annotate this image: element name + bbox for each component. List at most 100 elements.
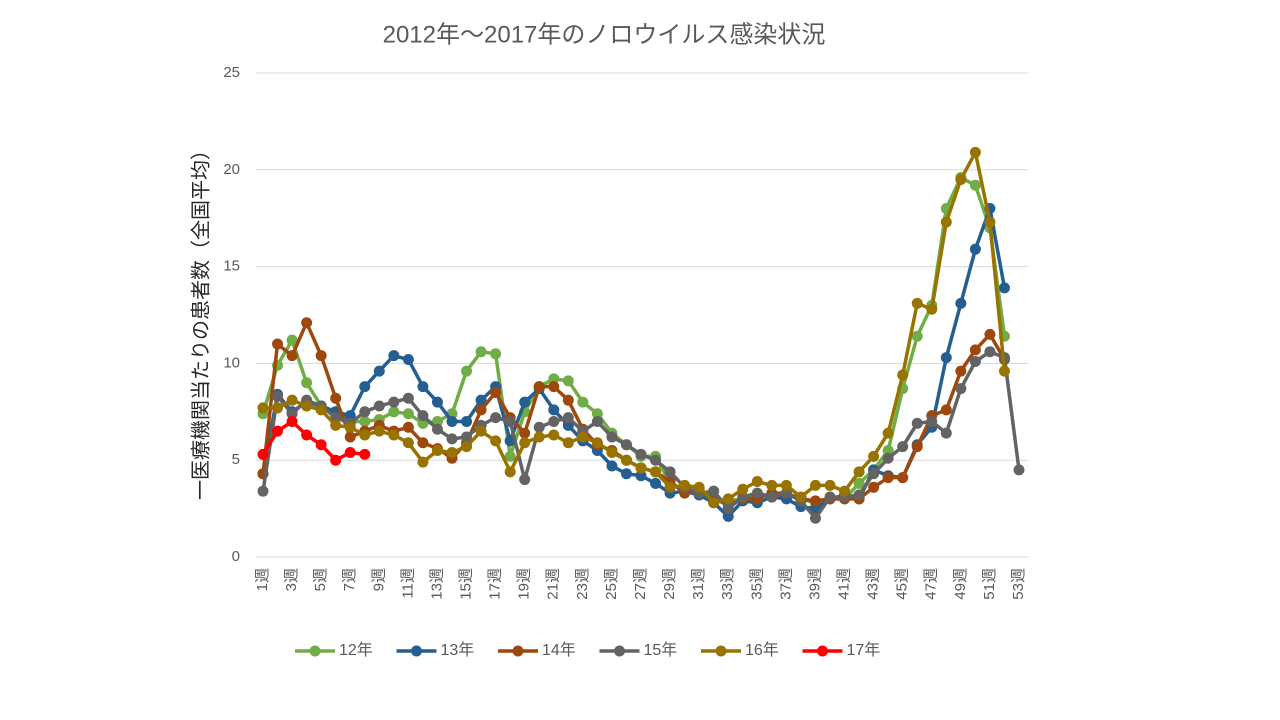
x-tick-label: 43週	[865, 568, 882, 600]
data-point	[490, 386, 502, 398]
legend-marker	[512, 645, 524, 657]
data-point	[373, 425, 385, 437]
data-point	[475, 425, 487, 437]
data-point	[446, 433, 458, 445]
data-point	[562, 419, 574, 431]
x-tick-label: 51週	[981, 568, 998, 600]
data-point	[475, 346, 487, 358]
data-point	[577, 431, 589, 443]
x-tick-label: 47週	[923, 568, 940, 600]
data-point	[839, 485, 851, 497]
data-point	[620, 454, 632, 466]
data-point	[402, 437, 414, 449]
data-point	[388, 406, 400, 418]
data-point	[446, 446, 458, 458]
data-point	[911, 441, 923, 453]
data-point	[940, 404, 952, 416]
data-point	[562, 394, 574, 406]
data-point	[286, 394, 298, 406]
data-point	[853, 466, 865, 478]
data-point	[286, 334, 298, 346]
x-tick-label: 23週	[574, 568, 591, 600]
x-tick-label: 11週	[399, 568, 416, 599]
series	[257, 172, 1010, 509]
data-point	[344, 431, 356, 443]
data-point	[344, 410, 356, 422]
data-point	[461, 365, 473, 377]
data-point	[257, 448, 269, 460]
x-tick-label: 7週	[341, 568, 358, 591]
data-point	[984, 216, 996, 228]
legend-label: 14年	[542, 641, 576, 659]
x-tick-label: 29週	[661, 568, 678, 600]
data-point	[780, 487, 792, 499]
x-tick-label: 3週	[283, 568, 300, 591]
data-point	[737, 483, 749, 495]
x-tick-label: 37週	[777, 568, 794, 600]
data-point	[504, 450, 516, 462]
data-point	[446, 415, 458, 427]
data-point	[766, 491, 778, 503]
data-point	[402, 408, 414, 420]
data-point	[722, 510, 734, 522]
data-point	[911, 297, 923, 309]
series	[257, 203, 1010, 522]
data-point	[955, 383, 967, 395]
data-point	[272, 338, 284, 350]
data-point	[315, 404, 327, 416]
data-point	[620, 439, 632, 451]
data-point	[431, 396, 443, 408]
x-tick-label: 39週	[806, 568, 823, 600]
data-point	[955, 297, 967, 309]
data-point	[591, 408, 603, 420]
legend-marker	[817, 645, 828, 657]
data-point	[417, 410, 429, 422]
data-point	[286, 415, 298, 427]
data-point	[475, 394, 487, 406]
data-point	[548, 404, 560, 416]
series	[257, 146, 1010, 509]
data-point	[417, 417, 429, 429]
data-point	[606, 431, 618, 443]
data-point	[882, 472, 894, 484]
data-point	[882, 452, 894, 464]
data-point	[998, 282, 1010, 294]
legend-label: 12年	[339, 641, 373, 659]
legend-marker	[715, 645, 727, 657]
data-point	[519, 396, 531, 408]
legend-label: 13年	[441, 641, 475, 659]
data-point	[606, 446, 618, 458]
data-point	[330, 419, 342, 431]
series-line	[263, 150, 1007, 505]
data-point	[708, 497, 720, 509]
legend-label: 17年	[847, 641, 881, 659]
data-point	[853, 477, 865, 489]
data-point	[359, 381, 371, 393]
data-point	[301, 429, 313, 441]
data-point	[882, 427, 894, 439]
data-point	[388, 396, 400, 408]
data-point	[548, 429, 560, 441]
data-point	[490, 348, 502, 360]
data-point	[548, 381, 560, 393]
data-point	[882, 445, 894, 457]
data-point	[955, 365, 967, 377]
data-point	[635, 448, 647, 460]
x-tick-label: 35週	[748, 568, 765, 600]
data-point	[562, 437, 574, 449]
data-point	[751, 487, 763, 499]
data-point	[809, 512, 821, 524]
data-point	[998, 365, 1010, 377]
data-point	[272, 402, 284, 414]
data-point	[330, 392, 342, 404]
data-point	[679, 479, 691, 491]
data-point	[490, 412, 502, 424]
data-point	[620, 468, 632, 480]
data-point	[257, 402, 269, 414]
data-point	[897, 472, 909, 484]
data-point	[751, 475, 763, 487]
data-point	[475, 404, 487, 416]
y-axis-label: 一医療機関当たりの患者数（全国平均）	[189, 140, 212, 500]
data-point	[519, 437, 531, 449]
data-point	[301, 377, 313, 389]
